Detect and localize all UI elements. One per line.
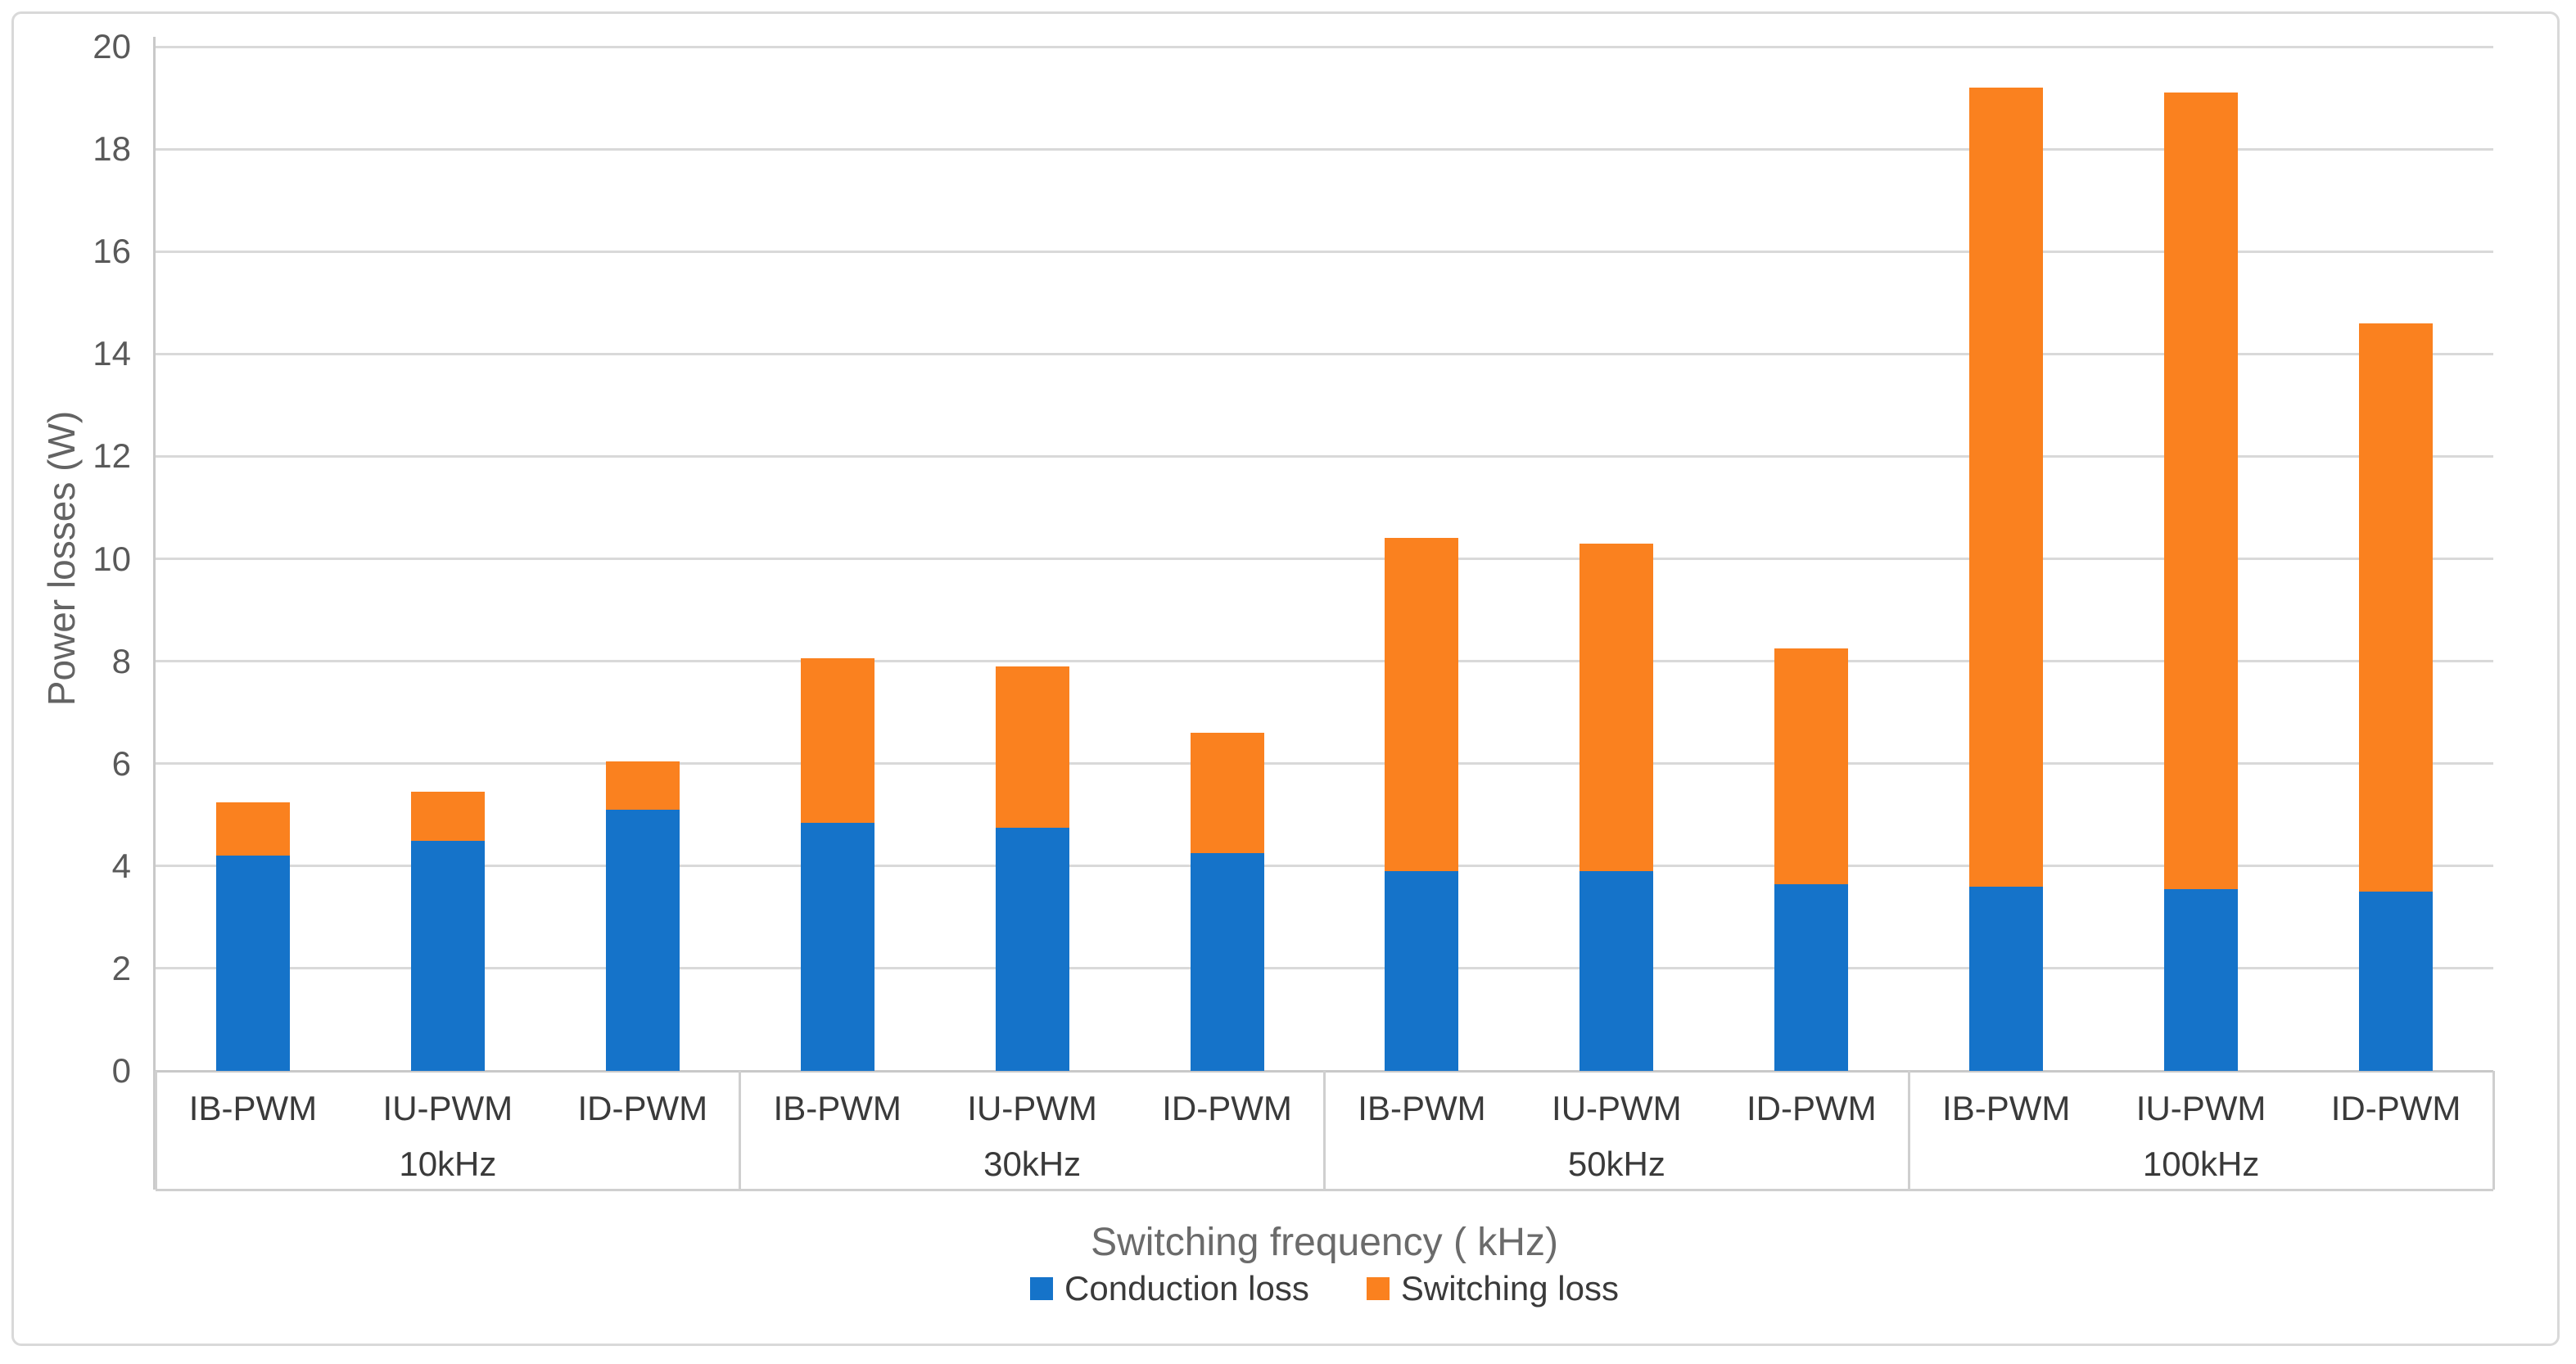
group-label-100kHz: 100kHz [2142, 1145, 2260, 1183]
legend-label-conduction-loss: Conduction loss [1064, 1269, 1309, 1308]
bar-50kHz-IB-PWM-conduction-loss [1385, 871, 1459, 1071]
category-label-50kHz-ID-PWM: ID-PWM [1746, 1089, 1877, 1127]
gridline-y-16 [156, 250, 2493, 253]
category-label-100kHz-ID-PWM: ID-PWM [2330, 1089, 2461, 1127]
bar-100kHz-IU-PWM-switching-loss [2164, 93, 2239, 889]
bar-30kHz-IU-PWM-conduction-loss [995, 827, 1069, 1071]
bar-50kHz-IU-PWM-conduction-loss [1579, 871, 1654, 1071]
category-label-10kHz-IB-PWM: IB-PWM [188, 1089, 318, 1127]
bar-10kHz-ID-PWM-conduction-loss [605, 809, 680, 1071]
y-tick-label-12: 12 [93, 436, 131, 476]
gridline-y-2 [156, 967, 2493, 970]
gridline-y-4 [156, 865, 2493, 868]
legend-label-switching-loss: Switching loss [1400, 1269, 1619, 1308]
bar-30kHz-IB-PWM-switching-loss [800, 658, 874, 823]
y-tick-label-18: 18 [93, 129, 131, 169]
category-label-100kHz-IU-PWM: IU-PWM [2135, 1089, 2266, 1127]
group-label-10kHz: 10kHz [399, 1145, 497, 1183]
y-tick-label-8: 8 [111, 641, 131, 680]
bar-10kHz-IB-PWM-conduction-loss [215, 856, 290, 1071]
x-axis-title: Switching frequency ( kHz) [1091, 1221, 1558, 1264]
bar-10kHz-IB-PWM-switching-loss [215, 802, 290, 856]
bar-100kHz-IB-PWM-conduction-loss [1969, 886, 2044, 1071]
gridline-y-8 [156, 660, 2493, 663]
gridline-y-10 [156, 558, 2493, 560]
bar-100kHz-ID-PWM-switching-loss [2359, 323, 2434, 892]
category-group-separator-4 [2492, 1071, 2495, 1190]
gridline-y-12 [156, 454, 2493, 458]
category-label-100kHz-IB-PWM: IB-PWM [1942, 1089, 2071, 1127]
y-tick-label-4: 4 [111, 846, 131, 885]
bar-100kHz-IB-PWM-switching-loss [1969, 88, 2044, 887]
bar-10kHz-IU-PWM-conduction-loss [410, 840, 485, 1071]
gridline-y-20 [156, 45, 2493, 48]
gridline-y-6 [156, 762, 2493, 766]
gridline-y-14 [156, 352, 2493, 355]
y-tick-label-20: 20 [93, 27, 131, 65]
y-axis-title: Power losses (W) [40, 410, 83, 707]
category-group-separator-0 [154, 1071, 157, 1190]
legend-item-conduction-loss: Conduction loss [1030, 1269, 1309, 1308]
bar-30kHz-ID-PWM-conduction-loss [1190, 853, 1264, 1071]
gridline-y-18 [156, 147, 2493, 151]
legend: Conduction loss Switching loss [156, 1269, 2493, 1308]
category-label-50kHz-IU-PWM: IU-PWM [1552, 1089, 1682, 1127]
category-group-separator-3 [1907, 1071, 1910, 1190]
bar-50kHz-ID-PWM-switching-loss [1774, 648, 1849, 884]
bar-30kHz-IU-PWM-switching-loss [995, 666, 1069, 828]
bar-10kHz-IU-PWM-switching-loss [410, 792, 485, 841]
category-group-separator-2 [1323, 1071, 1326, 1190]
y-axis-line [153, 37, 156, 1190]
bar-30kHz-ID-PWM-switching-loss [1190, 733, 1264, 854]
y-tick-label-0: 0 [111, 1051, 131, 1090]
bar-50kHz-IB-PWM-switching-loss [1385, 538, 1459, 872]
bar-100kHz-ID-PWM-conduction-loss [2359, 892, 2434, 1071]
bar-10kHz-ID-PWM-switching-loss [605, 761, 680, 810]
category-label-10kHz-IU-PWM: IU-PWM [382, 1089, 513, 1127]
category-box-bottom-line [156, 1188, 2493, 1191]
category-label-30kHz-IU-PWM: IU-PWM [967, 1089, 1097, 1127]
group-label-30kHz: 30kHz [983, 1145, 1082, 1183]
y-tick-label-10: 10 [93, 539, 131, 578]
y-tick-label-14: 14 [93, 334, 131, 373]
category-label-30kHz-ID-PWM: ID-PWM [1162, 1089, 1292, 1127]
bar-30kHz-IB-PWM-conduction-loss [800, 822, 874, 1071]
legend-swatch-conduction-loss [1030, 1277, 1054, 1300]
y-tick-label-16: 16 [93, 232, 131, 271]
category-label-10kHz-ID-PWM: ID-PWM [577, 1089, 708, 1127]
y-tick-label-2: 2 [111, 948, 131, 987]
legend-swatch-switching-loss [1366, 1277, 1390, 1300]
category-label-30kHz-IB-PWM: IB-PWM [773, 1089, 902, 1127]
bar-100kHz-IU-PWM-conduction-loss [2164, 888, 2239, 1071]
group-label-50kHz: 50kHz [1567, 1145, 1665, 1183]
y-tick-label-6: 6 [111, 743, 131, 783]
legend-item-switching-loss: Switching loss [1366, 1269, 1619, 1308]
category-label-50kHz-IB-PWM: IB-PWM [1358, 1089, 1486, 1127]
bar-50kHz-IU-PWM-switching-loss [1579, 543, 1654, 872]
bar-50kHz-ID-PWM-conduction-loss [1774, 883, 1849, 1071]
category-group-separator-1 [739, 1071, 742, 1190]
